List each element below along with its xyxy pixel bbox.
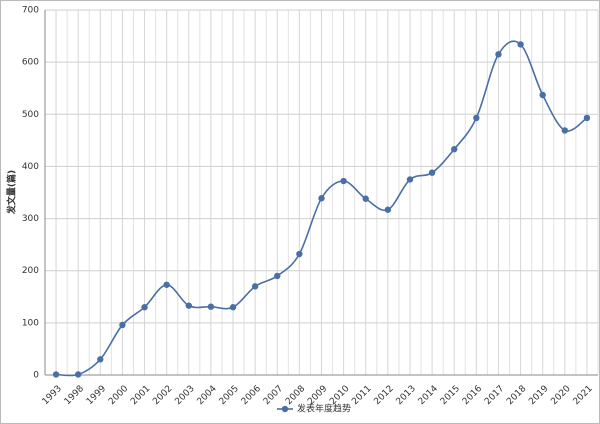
y-axis-label: 发文量(篇): [6, 170, 18, 215]
y-tick-label: 600: [22, 58, 39, 68]
point: [119, 321, 126, 329]
point: [473, 114, 480, 122]
point: [451, 146, 458, 153]
point: [384, 206, 392, 213]
point: [340, 177, 347, 185]
point: [583, 114, 591, 122]
y-tick-label: 200: [22, 266, 39, 276]
point: [207, 303, 215, 310]
point: [251, 283, 259, 290]
point: [163, 281, 170, 288]
point: [274, 272, 281, 280]
y-tick-label: 700: [22, 6, 39, 16]
point: [561, 127, 569, 134]
point: [229, 304, 237, 311]
legend-label: 发表年度趋势: [297, 403, 351, 415]
point: [362, 195, 369, 202]
point: [517, 41, 524, 48]
y-tick-label: 0: [33, 371, 39, 381]
point: [141, 304, 148, 311]
point: [318, 195, 325, 202]
point: [296, 250, 303, 258]
y-tick-label: 500: [22, 110, 39, 120]
y-tick-label: 400: [22, 162, 39, 172]
point: [539, 91, 546, 99]
y-tick-label: 300: [22, 214, 39, 224]
point: [495, 51, 502, 58]
point: [74, 371, 82, 378]
point: [52, 371, 60, 378]
point: [97, 356, 104, 363]
point: [428, 169, 436, 176]
legend-marker: [281, 405, 289, 413]
point: [185, 302, 192, 309]
point: [406, 176, 414, 183]
y-tick-label: 100: [22, 318, 39, 328]
